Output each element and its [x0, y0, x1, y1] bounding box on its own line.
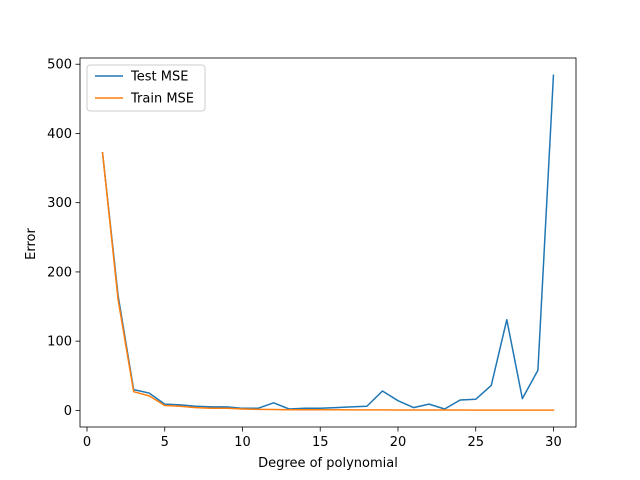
x-tick-label: 25 — [467, 435, 484, 450]
series-layer — [101, 74, 555, 411]
x-tick-label: 30 — [545, 435, 562, 450]
x-tick-label: 0 — [83, 435, 91, 450]
x-tick-label: 5 — [161, 435, 169, 450]
y-tick-label: 300 — [47, 196, 72, 211]
y-tick-label: 500 — [47, 58, 72, 73]
series-line-test-mse — [101, 74, 555, 410]
y-tick-label: 0 — [64, 404, 72, 419]
legend-label-test-mse: Test MSE — [130, 70, 188, 85]
y-tick-label: 400 — [47, 127, 72, 142]
legend: Test MSE Train MSE — [86, 64, 206, 112]
legend-label-train-mse: Train MSE — [130, 92, 194, 107]
x-axis-label: Degree of polynomial — [258, 456, 398, 471]
y-tick-label: 200 — [47, 265, 72, 280]
y-axis-label: Error — [24, 228, 39, 260]
x-tick-label: 10 — [234, 435, 251, 450]
x-tick-label: 15 — [312, 435, 329, 450]
series-line-train-mse — [101, 152, 555, 411]
x-tick-label: 20 — [390, 435, 407, 450]
y-tick-label: 100 — [47, 335, 72, 350]
plot-area-frame — [79, 57, 577, 428]
